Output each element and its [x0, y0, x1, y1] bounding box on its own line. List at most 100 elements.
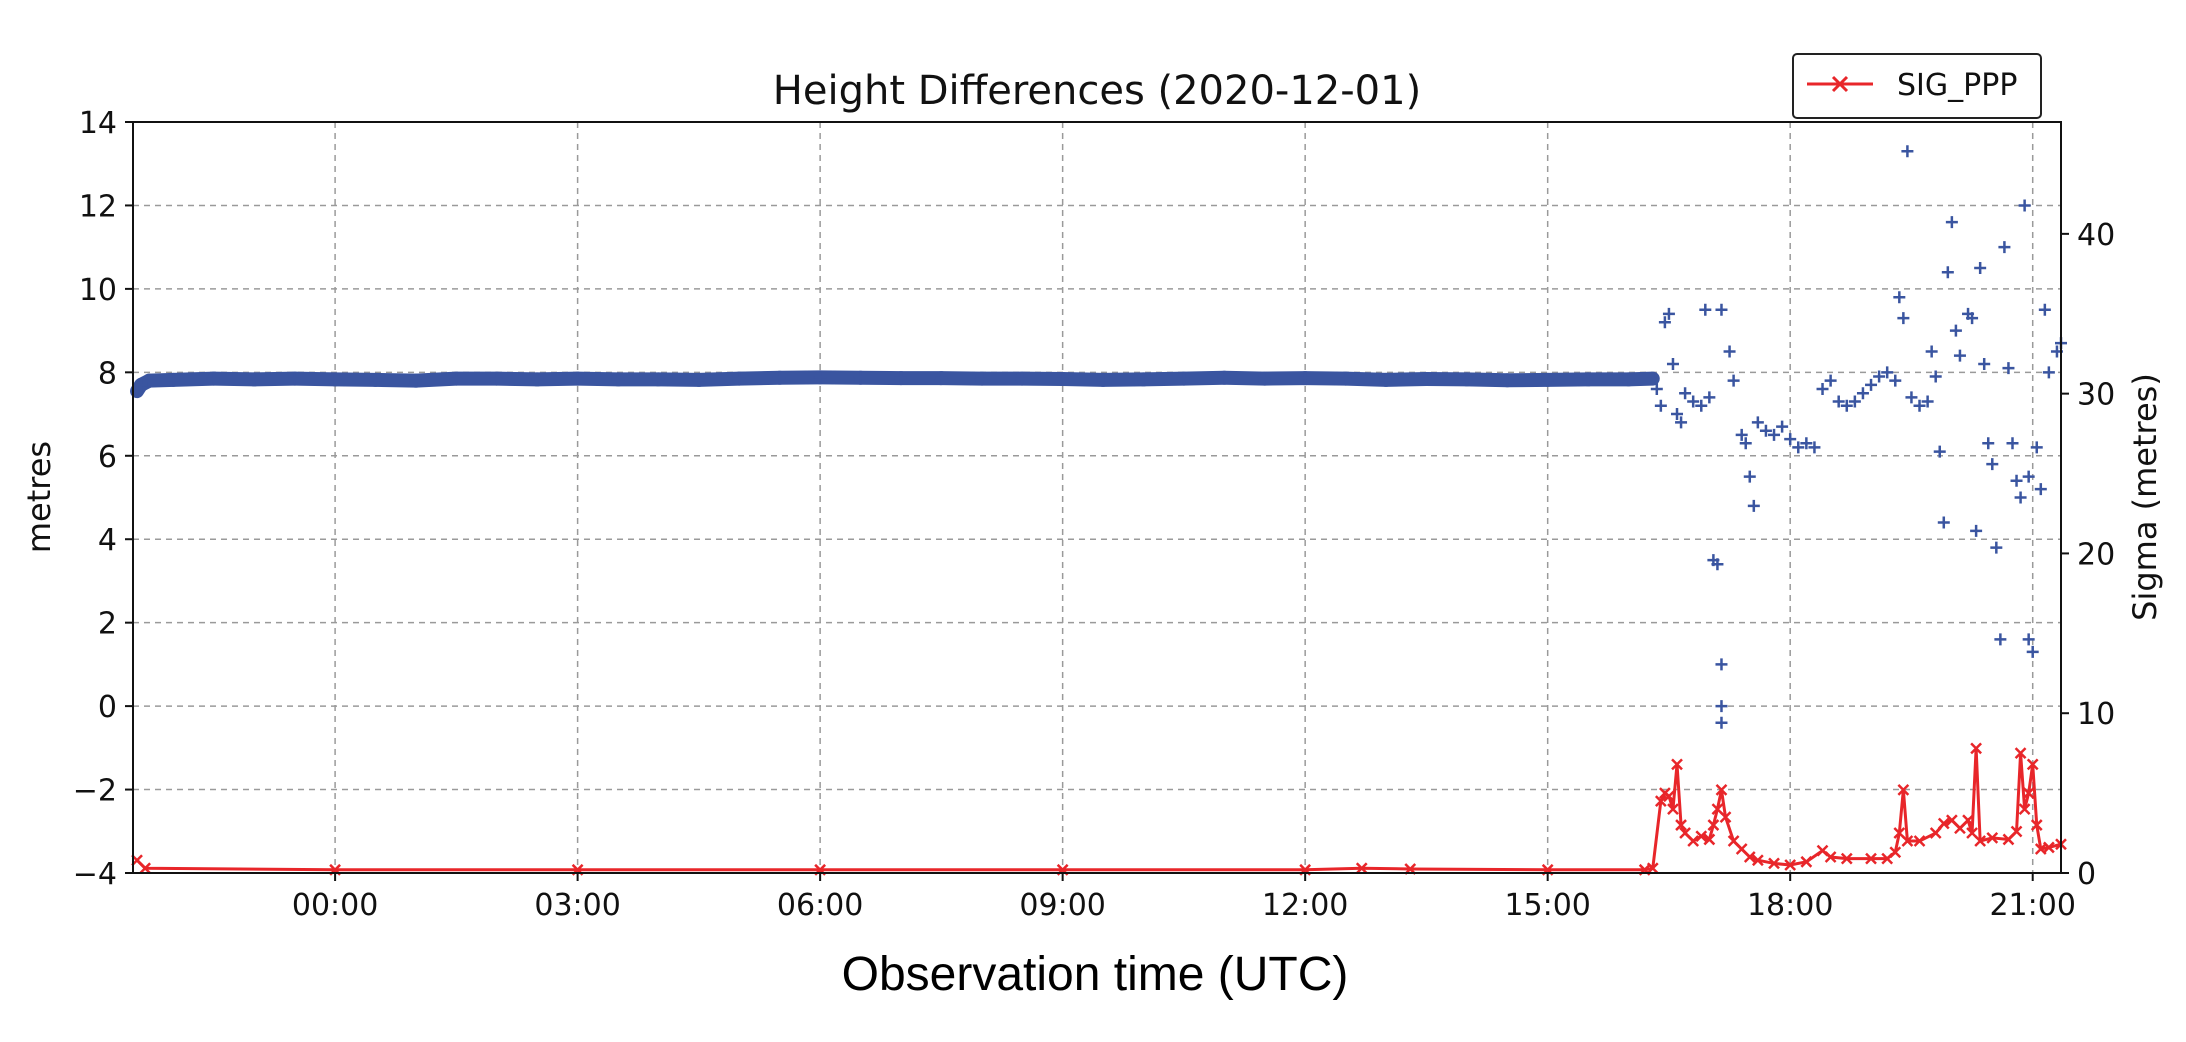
- height-point: [1913, 399, 1926, 412]
- height-point: [773, 371, 786, 384]
- height-point: [1582, 373, 1595, 386]
- height-point: [1941, 266, 1954, 279]
- height-point: [1715, 658, 1728, 671]
- height-point: [2022, 470, 2035, 483]
- sig-ppp-point: [1901, 835, 1914, 847]
- y-left-tick-label: 12: [79, 189, 117, 224]
- sig-ppp-point: [1913, 835, 1926, 847]
- sig-ppp-point: [1695, 830, 1708, 843]
- height-point: [1937, 516, 1950, 529]
- height-point: [1776, 420, 1789, 433]
- x-axis-label: Observation time (UTC): [842, 948, 1349, 1001]
- sig-ppp-point: [1355, 862, 1368, 875]
- height-point: [143, 374, 156, 387]
- height-point: [2026, 645, 2039, 658]
- height-point: [2014, 491, 2027, 504]
- height-point: [2018, 199, 2031, 212]
- y-axis-left-label: metres: [20, 441, 58, 553]
- height-point: [1792, 441, 1805, 454]
- height-point: [1097, 373, 1110, 386]
- height-point: [1873, 370, 1886, 383]
- y-right-tick-label: 40: [2077, 218, 2115, 253]
- y-left-tick-label: −2: [73, 774, 117, 809]
- height-point: [1258, 372, 1271, 385]
- y-right-tick-label: 10: [2077, 697, 2115, 732]
- height-point: [369, 373, 382, 386]
- height-point: [1751, 416, 1764, 429]
- height-point: [1824, 374, 1837, 387]
- sig-ppp-point: [2022, 787, 2035, 799]
- sig-ppp-point: [1800, 855, 1813, 868]
- height-point: [1816, 383, 1829, 396]
- height-point: [1339, 372, 1352, 385]
- sig-ppp-point: [1974, 835, 1987, 847]
- legend: SIG_PPP: [1792, 53, 2042, 119]
- sig-ppp-point: [1707, 819, 1720, 831]
- height-point: [207, 372, 220, 385]
- height-point: [2006, 437, 2019, 450]
- height-point: [2042, 366, 2055, 379]
- height-point: [1881, 366, 1894, 379]
- height-point: [1994, 633, 2007, 646]
- height-point: [975, 372, 988, 385]
- sig-ppp-point: [1784, 859, 1797, 871]
- height-point: [894, 372, 907, 385]
- sig-ppp-point: [1897, 784, 1910, 796]
- sig-ppp-point: [139, 862, 152, 875]
- x-tick-label: 09:00: [1019, 888, 1105, 923]
- height-point: [1666, 357, 1679, 370]
- height-point: [1715, 303, 1728, 316]
- legend-box: [1792, 53, 2042, 119]
- sig-ppp-point: [1751, 854, 1764, 867]
- sig-ppp-point: [1840, 852, 1853, 865]
- sig-ppp-point: [2018, 803, 2031, 815]
- height-point: [1840, 399, 1853, 412]
- height-point: [2034, 483, 2047, 496]
- legend-label: SIG_PPP: [1897, 68, 2017, 103]
- height-point: [1768, 428, 1781, 441]
- height-point: [1986, 458, 1999, 471]
- height-point: [135, 378, 148, 391]
- height-point: [612, 373, 625, 386]
- height-point: [1929, 370, 1942, 383]
- height-point: [1747, 499, 1760, 512]
- sig-ppp-point: [1663, 790, 1675, 803]
- height-point: [1953, 349, 1966, 362]
- height-point: [248, 373, 261, 386]
- sig-ppp-point: [1865, 852, 1877, 865]
- sig-ppp-point: [2014, 747, 2027, 760]
- sig-ppp-line: [135, 748, 2062, 872]
- y-axis-right: 0 10 20 30 40: [2061, 218, 2115, 892]
- height-point: [1679, 387, 1692, 400]
- height-point: [1743, 470, 1756, 483]
- height-point: [1897, 312, 1910, 325]
- height-point: [1177, 372, 1190, 385]
- grid: [133, 122, 2061, 873]
- sig-ppp-point: [1768, 857, 1780, 870]
- height-point: [1016, 372, 1029, 385]
- height-point: [409, 374, 422, 387]
- sig-ppp-point: [1667, 803, 1679, 815]
- height-point: [1949, 324, 1962, 337]
- height-point: [1865, 378, 1878, 391]
- height-point: [1218, 371, 1231, 384]
- height-point: [1687, 395, 1700, 408]
- height-point: [329, 373, 342, 386]
- height-point: [1921, 395, 1934, 408]
- height-point: [1380, 373, 1392, 386]
- x-axis: 00:00 03:00 06:00 09:00 12:00 15:00 18:00 21:00: [292, 873, 2076, 923]
- x-tick-label: 18:00: [1747, 888, 1833, 923]
- height-point: [450, 372, 463, 385]
- y-left-tick-label: 10: [79, 273, 117, 308]
- height-point: [692, 373, 705, 386]
- height-point: [1299, 372, 1312, 385]
- height-point: [854, 371, 867, 384]
- height-point: [1901, 145, 1914, 158]
- height-point: [1990, 541, 2003, 554]
- height-point: [288, 372, 301, 385]
- x-tick-label: 06:00: [777, 888, 863, 923]
- height-point: [1945, 216, 1958, 229]
- sig-ppp-point: [1719, 811, 1732, 823]
- y-axis-left: −4 −2 0 2 4 6 8 10 12 14: [73, 106, 133, 892]
